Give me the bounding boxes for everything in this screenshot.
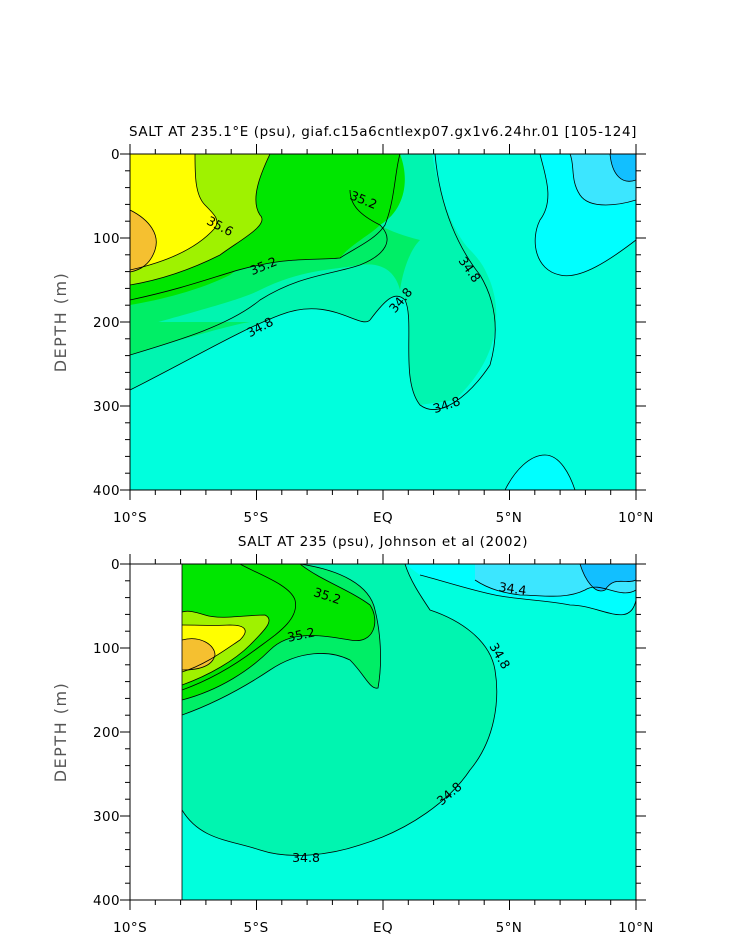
top-title: SALT AT 235.1°E (psu), giaf.c15a6cntlexp… <box>129 124 637 140</box>
top-contour-lines <box>130 154 636 490</box>
bottom-title: SALT AT 235 (psu), Johnson et al (2002) <box>238 534 528 550</box>
bottom-x-tick-labels: 10°S 5°S EQ 5°N 10°N <box>113 920 654 936</box>
bottom-panel: SALT AT 235 (psu), Johnson et al (2002) … <box>51 534 654 936</box>
top-y-tick-label: 0 <box>111 147 120 163</box>
top-x-tick-label: 10°S <box>113 510 147 526</box>
top-y-tick-label: 100 <box>93 231 120 247</box>
bottom-x-tick-label: 5°S <box>243 920 268 936</box>
bottom-contour-label: 34.8 <box>292 850 320 865</box>
bottom-y-tick-labels: 0 100 200 300 400 <box>93 557 120 909</box>
top-x-tick-label: 10°N <box>618 510 654 526</box>
bottom-y-tick-label: 100 <box>93 641 120 657</box>
top-y-tick-labels: 0 100 200 300 400 <box>93 147 120 499</box>
bottom-y-axis-label: DEPTH (m) <box>51 682 70 783</box>
top-panel: SALT AT 235.1°E (psu), giaf.c15a6cntlexp… <box>51 124 654 526</box>
top-x-tick-labels: 10°S 5°S EQ 5°N 10°N <box>113 510 654 526</box>
bottom-y-tick-label: 300 <box>93 809 120 825</box>
top-x-tick-label: EQ <box>373 510 393 526</box>
top-ticks <box>120 144 646 500</box>
bottom-contour-lines <box>182 564 636 856</box>
top-y-tick-label: 400 <box>93 483 120 499</box>
top-y-tick-label: 300 <box>93 399 120 415</box>
top-contour-fill <box>130 154 636 490</box>
bottom-contour-label: 34.4 <box>498 579 528 598</box>
bottom-x-tick-label: 10°S <box>113 920 147 936</box>
bottom-y-tick-label: 200 <box>93 725 120 741</box>
bottom-x-tick-label: EQ <box>373 920 393 936</box>
top-x-tick-label: 5°S <box>243 510 268 526</box>
bottom-contour-fill <box>182 564 636 900</box>
bottom-x-tick-label: 5°N <box>496 920 523 936</box>
bottom-contour-label: 35.2 <box>286 624 316 644</box>
bottom-y-tick-label: 400 <box>93 893 120 909</box>
top-y-axis-label: DEPTH (m) <box>51 272 70 373</box>
bottom-ticks <box>120 554 646 910</box>
bottom-y-tick-label: 0 <box>111 557 120 573</box>
top-x-tick-label: 5°N <box>496 510 523 526</box>
top-y-tick-label: 200 <box>93 315 120 331</box>
bottom-x-tick-label: 10°N <box>618 920 654 936</box>
